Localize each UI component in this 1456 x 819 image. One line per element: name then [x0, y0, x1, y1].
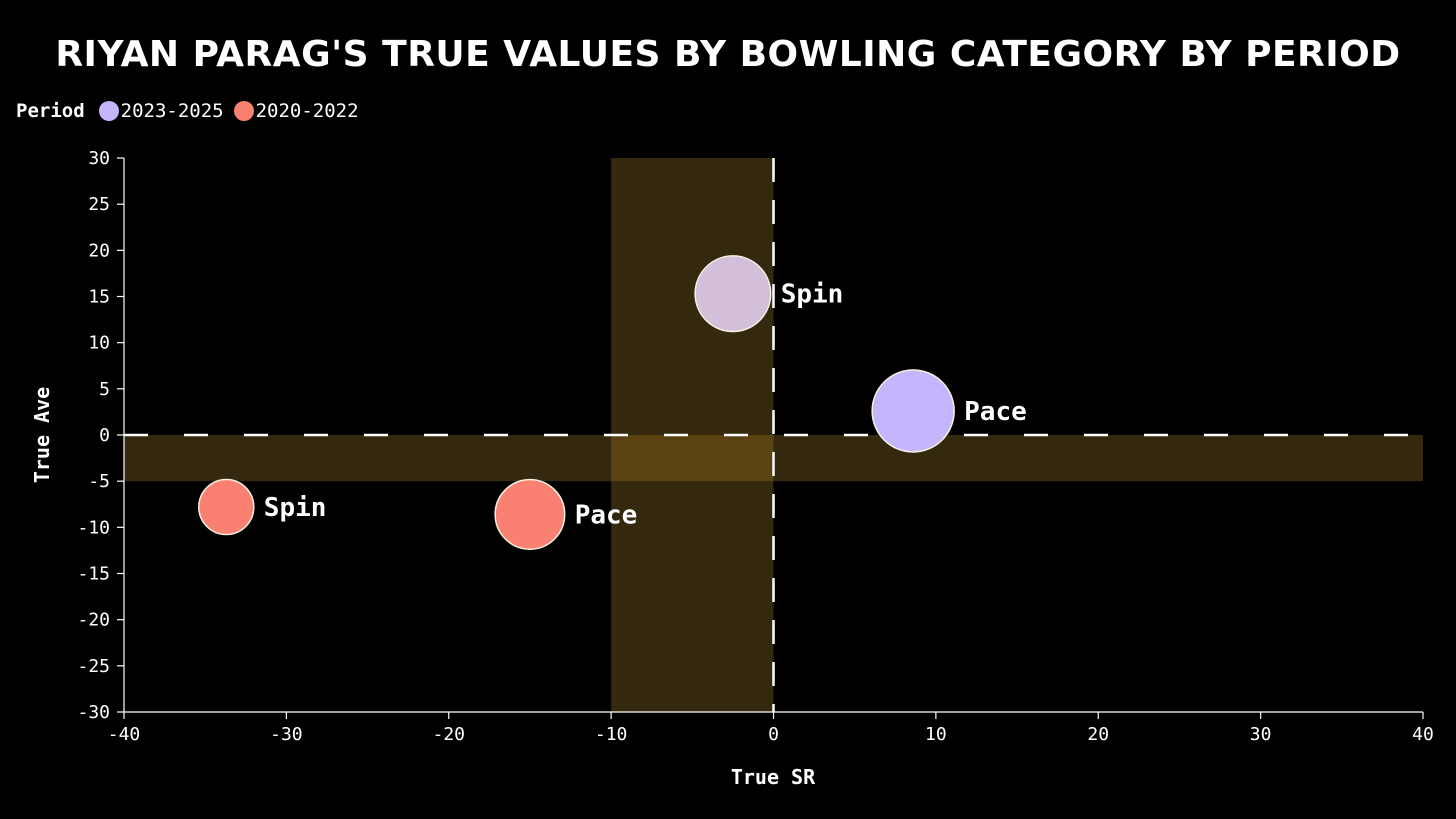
- data-points: Spin Pace Spin Pace: [198, 255, 1027, 550]
- x-tick-label: -20: [432, 724, 465, 745]
- chart-title: Riyan Parag's True Values by Bowling Cat…: [55, 34, 1401, 75]
- y-tick-label: 25: [88, 194, 110, 215]
- data-label-2020-2022-pace: Pace: [575, 500, 638, 530]
- x-axis-label: True SR: [731, 765, 816, 789]
- highlight-band-overlap: [611, 435, 774, 482]
- x-tick-label: 0: [768, 724, 779, 745]
- x-tick-label: -10: [595, 724, 628, 745]
- x-tick-label: 10: [925, 724, 947, 745]
- x-tick-label: 20: [1087, 724, 1109, 745]
- x-tick-label: 30: [1250, 724, 1272, 745]
- x-tick-label: -30: [270, 724, 303, 745]
- legend: Period 2023-2025 2020-2022: [16, 98, 359, 124]
- x-tick-label: 40: [1412, 724, 1434, 745]
- data-label-2020-2022-spin: Spin: [264, 493, 327, 523]
- legend-swatch-2020-2022: [233, 101, 254, 121]
- y-tick-label: 5: [99, 379, 110, 400]
- data-label-2023-2025-spin: Spin: [781, 280, 844, 310]
- x-tick-label: -40: [108, 724, 141, 745]
- data-point-2020-2022-pace: [494, 478, 566, 550]
- y-tick-label: 20: [88, 240, 110, 261]
- legend-swatch-2023-2025: [98, 101, 119, 121]
- legend-entry-2023-2025[interactable]: 2023-2025: [95, 100, 224, 122]
- y-tick-label: -5: [88, 471, 110, 492]
- y-tick-label: 0: [99, 425, 110, 446]
- data-point-2023-2025-pace: [871, 369, 955, 453]
- y-tick-label: -10: [77, 517, 110, 538]
- y-tick-label: 15: [88, 287, 110, 308]
- y-tick-label: -25: [77, 656, 110, 677]
- legend-entry-2020-2022[interactable]: 2020-2022: [230, 100, 359, 122]
- y-tick-label: -15: [77, 564, 110, 585]
- y-tick-label: 10: [88, 333, 110, 354]
- reference-lines: [124, 158, 1423, 712]
- y-tick-label: -20: [77, 610, 110, 631]
- data-point-2023-2025-spin: [694, 255, 772, 333]
- y-tick-label: 30: [88, 148, 110, 169]
- legend-title: Period: [16, 100, 85, 122]
- data-label-2023-2025-pace: Pace: [964, 397, 1027, 427]
- legend-label-2020-2022: 2020-2022: [255, 100, 359, 122]
- data-point-2020-2022-spin: [198, 478, 255, 536]
- y-tick-label: -30: [77, 702, 110, 723]
- legend-label-2023-2025: 2023-2025: [120, 100, 224, 122]
- y-axis-label: True Ave: [30, 387, 54, 483]
